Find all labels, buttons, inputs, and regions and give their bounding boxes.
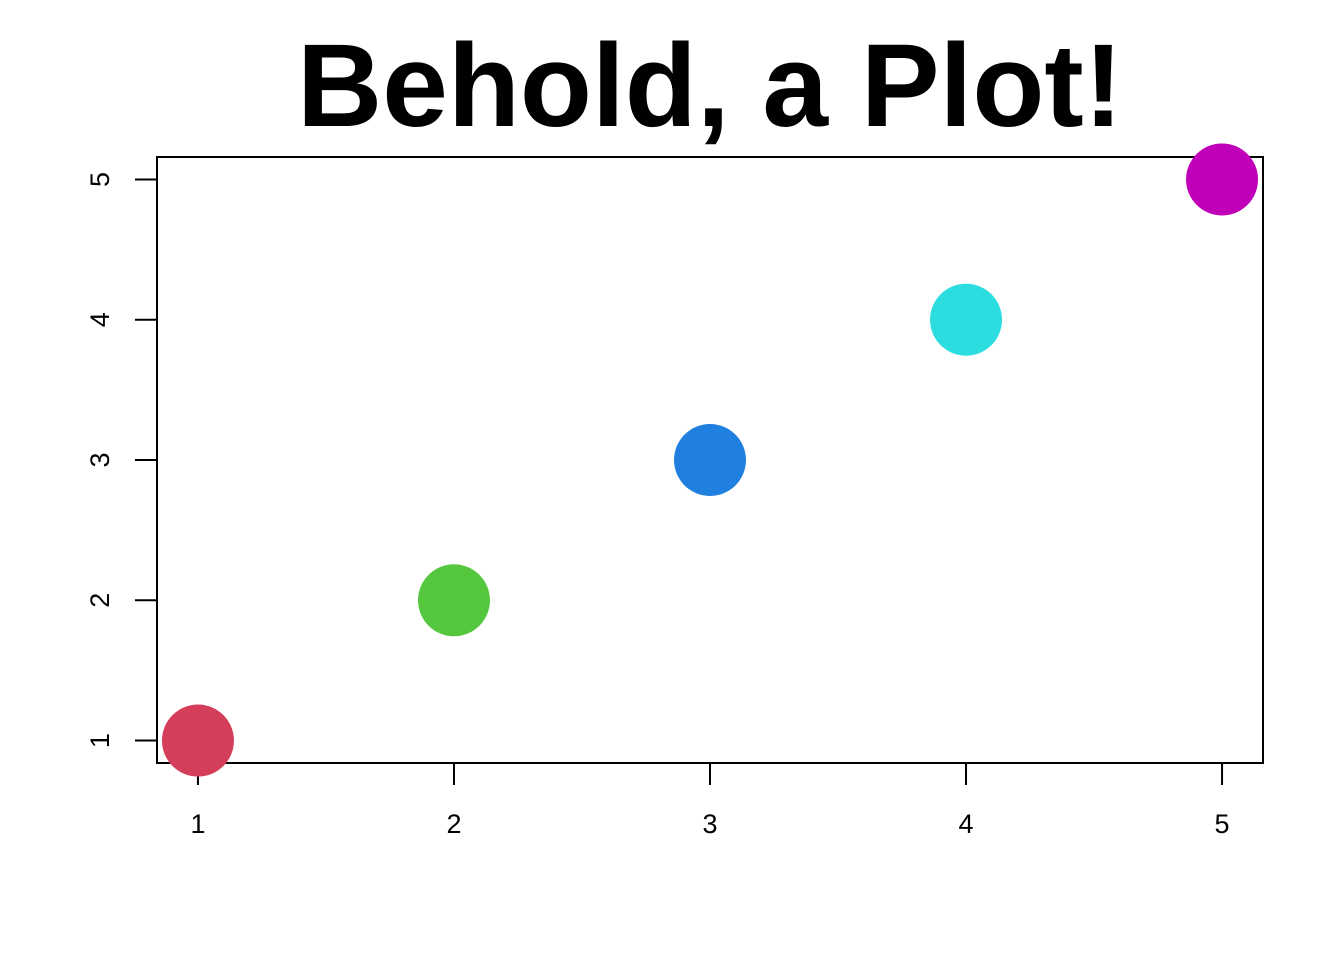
- data-point: [930, 283, 1003, 356]
- x-tick-label: 2: [446, 809, 461, 839]
- y-tick-label: 4: [85, 312, 115, 327]
- data-point: [1186, 143, 1259, 216]
- y-axis: 1 2 3 4 5: [85, 172, 158, 748]
- x-tick-label: 3: [702, 809, 717, 839]
- data-point: [161, 704, 234, 777]
- y-tick-label: 1: [85, 733, 115, 748]
- x-tick-label: 5: [1215, 809, 1230, 839]
- x-tick-label: 4: [959, 809, 974, 839]
- data-point: [674, 424, 746, 496]
- data-points: [161, 143, 1259, 777]
- chart-title: Behold, a Plot!: [297, 20, 1123, 152]
- y-tick-label: 2: [85, 593, 115, 608]
- y-tick-label: 5: [85, 172, 115, 187]
- y-tick-label: 3: [85, 452, 115, 467]
- x-tick-label: 1: [190, 809, 205, 839]
- x-axis: 1 2 3 4 5: [190, 762, 1230, 839]
- data-point: [417, 564, 490, 637]
